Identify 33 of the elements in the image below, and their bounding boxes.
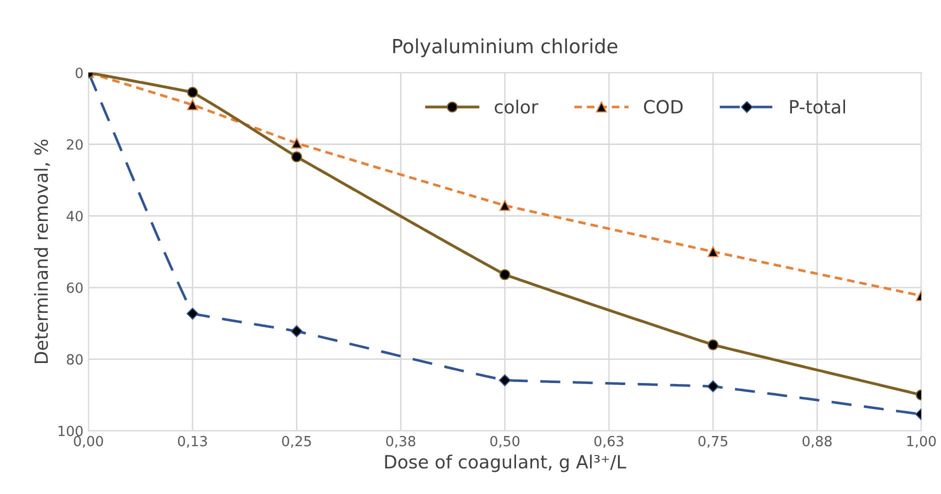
x-tick-label: 0,75 (698, 436, 728, 448)
legend-label: color (494, 100, 538, 114)
x-tick-label: 0,88 (802, 436, 832, 448)
chart-title: Polyaluminium chloride (393, 38, 618, 58)
x-tick-label: 0,63 (594, 436, 624, 448)
point (708, 246, 718, 258)
point (498, 374, 511, 386)
point (187, 86, 198, 98)
x-tick-label: 0,38 (386, 436, 416, 448)
y-axis-title: Determinand removal, % (34, 140, 50, 364)
point (187, 99, 198, 110)
point (291, 151, 302, 162)
y-tick-label: 20 (66, 139, 83, 150)
point (499, 200, 510, 211)
y-tick-label: 100 (58, 426, 83, 436)
x-tick-label: 0,00 (74, 436, 103, 448)
y-tick-label: 40 (66, 210, 83, 222)
y-tick-label: 80 (66, 354, 83, 365)
point (291, 138, 302, 149)
point (290, 325, 303, 338)
x-tick-label: 0,13 (178, 436, 207, 448)
point (707, 380, 719, 392)
point (499, 269, 510, 280)
legend-label: P-total (790, 100, 846, 114)
y-tick-label: 0 (76, 68, 83, 78)
y-tick-label: 60 (66, 282, 83, 293)
point (186, 308, 199, 320)
point (708, 339, 718, 350)
x-axis-title: Dose of coagulant, g Al³⁺/L (385, 454, 626, 472)
x-tick-label: 1,00 (907, 436, 936, 448)
x-tick-label: 0,50 (490, 436, 520, 448)
legend-label: COD (644, 100, 683, 114)
x-tick-label: 0,25 (282, 436, 311, 448)
